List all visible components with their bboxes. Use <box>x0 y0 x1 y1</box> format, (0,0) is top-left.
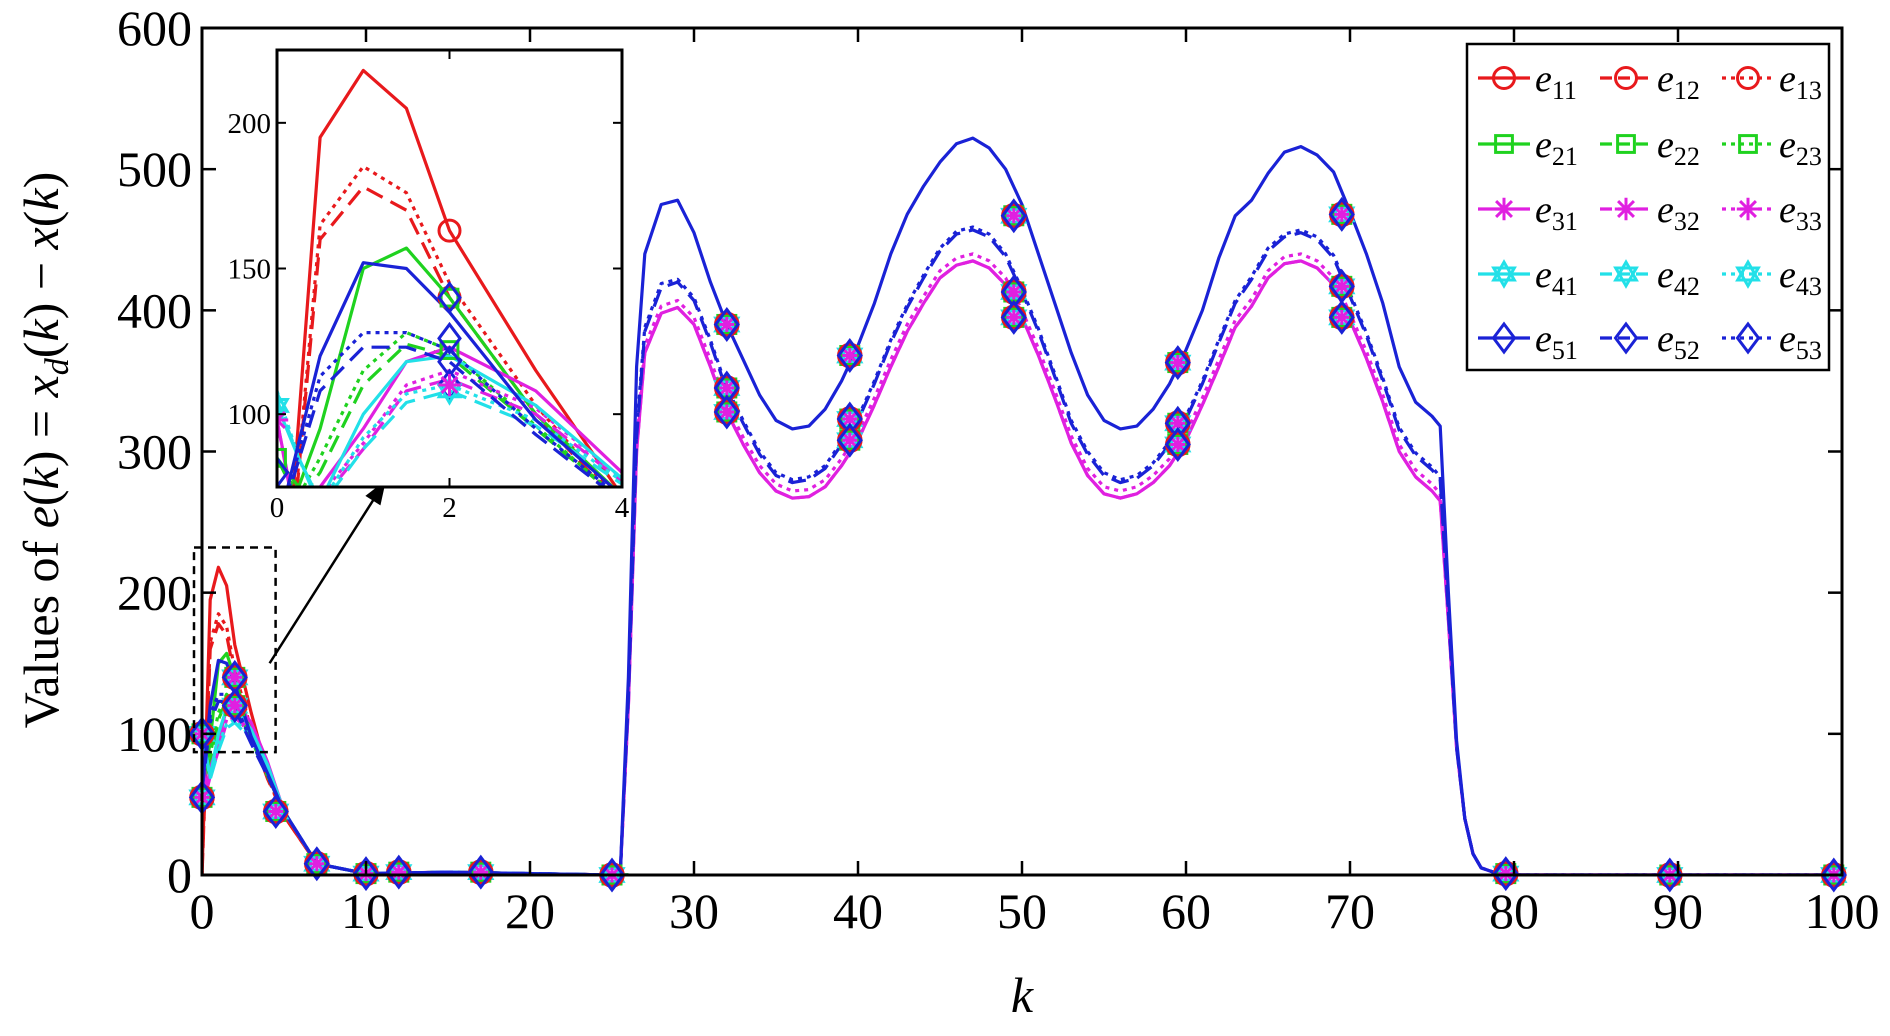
y-tick-label: 400 <box>117 282 192 338</box>
series-line-e23 <box>202 694 628 875</box>
inset-y-tick-label: 200 <box>228 108 272 140</box>
x-tick-label: 70 <box>1325 883 1375 939</box>
zoom-arrow <box>270 497 376 663</box>
x-tick-label: 100 <box>1805 883 1880 939</box>
legend-marker-asterisk-icon <box>1615 198 1637 220</box>
y-tick-label: 100 <box>117 706 192 762</box>
x-axis-label: k <box>1011 967 1034 1023</box>
x-tick-label: 40 <box>833 883 883 939</box>
inset-x-tick-label: 4 <box>615 492 630 524</box>
legend-marker-asterisk-icon <box>1737 198 1759 220</box>
x-tick-label: 80 <box>1489 883 1539 939</box>
x-tick-label: 0 <box>190 883 215 939</box>
x-tick-label: 90 <box>1653 883 1703 939</box>
series-line-e12 <box>202 624 628 875</box>
x-tick-label: 30 <box>669 883 719 939</box>
legend-box <box>1467 44 1829 370</box>
legend-marker-asterisk-icon <box>1493 198 1515 220</box>
series-line-e41 <box>202 706 628 875</box>
series-line-e43 <box>202 720 628 875</box>
x-tick-label: 10 <box>341 883 391 939</box>
inset-x-tick-label: 0 <box>270 492 285 524</box>
y-tick-label: 200 <box>117 565 192 621</box>
series-line-e42 <box>202 723 628 876</box>
y-tick-label: 600 <box>117 0 192 56</box>
series-line-e13 <box>202 614 628 875</box>
x-tick-label: 60 <box>1161 883 1211 939</box>
inset-y-tick-label: 100 <box>228 399 272 431</box>
y-tick-label: 300 <box>117 424 192 480</box>
series-line-e11 <box>202 567 628 875</box>
y-axis-label: Values of e(k) = xd(k) − x(k) <box>13 172 76 729</box>
x-tick-label: 50 <box>997 883 1047 939</box>
inset-x-tick-label: 2 <box>442 492 457 524</box>
y-tick-label: 500 <box>117 141 192 197</box>
inset-y-tick-label: 150 <box>228 254 272 286</box>
x-tick-label: 20 <box>505 883 555 939</box>
y-tick-label: 0 <box>167 847 192 903</box>
inset-marker-asterisk-9 <box>438 374 460 396</box>
series-line-e22 <box>202 700 628 875</box>
